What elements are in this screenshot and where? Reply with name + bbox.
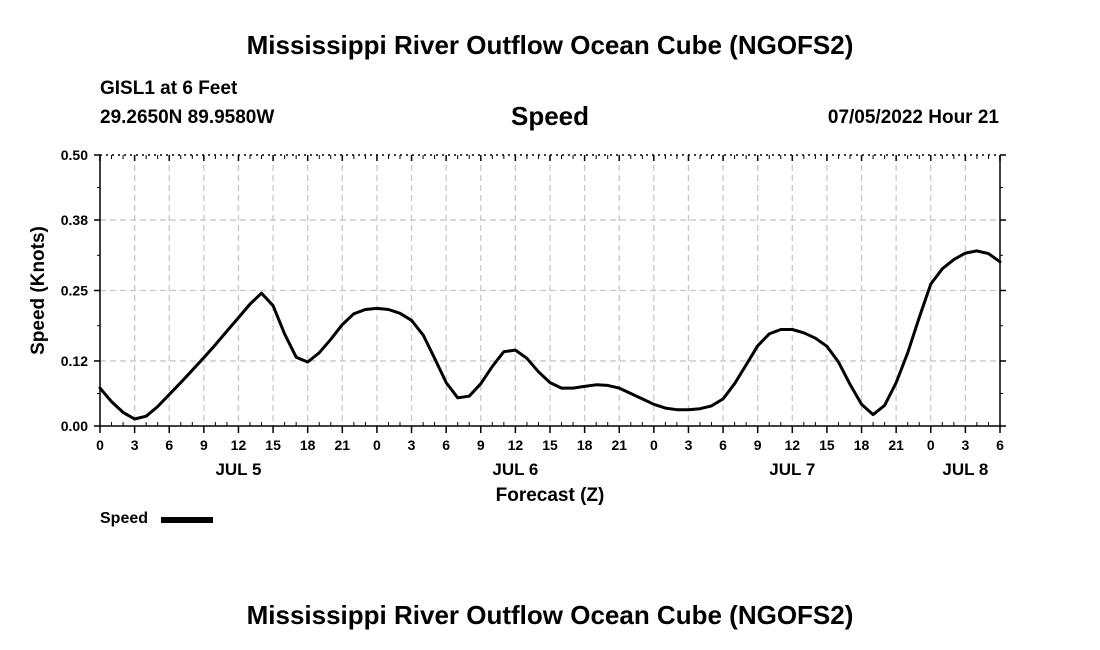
legend-swatch <box>161 517 213 523</box>
x-tick-label: 3 <box>961 437 969 453</box>
x-tick-label: 6 <box>442 437 450 453</box>
x-tick-label: 12 <box>231 437 247 453</box>
x-tick-label: 3 <box>408 437 416 453</box>
axes <box>94 154 1006 433</box>
y-tick-label: 0.50 <box>61 147 88 163</box>
x-tick-label: 0 <box>373 437 381 453</box>
x-tick-label: 3 <box>685 437 693 453</box>
series-layer <box>98 249 1002 421</box>
x-tick-label: 18 <box>577 437 593 453</box>
x-axis-title: Forecast (Z) <box>496 485 605 506</box>
y-tick-label: 0.00 <box>61 418 88 434</box>
date-label: JUL 8 <box>942 460 988 479</box>
date-label: JUL 7 <box>769 460 815 479</box>
date-label: JUL 5 <box>215 460 261 479</box>
x-tick-label: 9 <box>754 437 762 453</box>
axis-labels: 0 3 6 9 12 15 18 21 0 3 6 9 12 15 18 21 0 3 6 9 12 15 18 21 0 3 6 0… <box>28 147 1004 506</box>
x-tick-label: 6 <box>996 437 1004 453</box>
x-tick-label: 12 <box>785 437 801 453</box>
legend-label: Speed <box>100 510 149 527</box>
x-tick-label: 15 <box>819 437 835 453</box>
station-label: GISL1 at 6 Feet <box>100 78 238 99</box>
x-tick-label: 0 <box>927 437 935 453</box>
y-tick-label: 0.25 <box>61 283 88 299</box>
grid <box>100 155 1000 426</box>
y-axis-title: Speed (Knots) <box>28 226 49 355</box>
x-tick-label: 15 <box>542 437 558 453</box>
forecast-datetime: 07/05/2022 Hour 21 <box>827 107 999 128</box>
coordinates-label: 29.2650N 89.9580W <box>100 107 275 128</box>
footer-title: Mississippi River Outflow Ocean Cube (NG… <box>246 600 854 630</box>
x-tick-label: 12 <box>508 437 524 453</box>
x-tick-label: 18 <box>854 437 870 453</box>
x-tick-label: 21 <box>611 437 627 453</box>
x-tick-label: 6 <box>165 437 173 453</box>
date-label: JUL 6 <box>492 460 538 479</box>
speed-series-line <box>98 249 1002 421</box>
x-tick-label: 21 <box>888 437 904 453</box>
x-tick-label: 0 <box>650 437 658 453</box>
x-tick-label: 3 <box>131 437 139 453</box>
x-tick-label: 9 <box>200 437 208 453</box>
x-tick-label: 6 <box>719 437 727 453</box>
variable-title: Speed <box>510 101 590 131</box>
y-tick-label: 0.38 <box>61 212 88 228</box>
x-tick-label: 9 <box>477 437 485 453</box>
x-tick-label: 15 <box>265 437 281 453</box>
x-tick-label: 18 <box>300 437 316 453</box>
chart-title: Mississippi River Outflow Ocean Cube (NG… <box>246 30 854 60</box>
y-tick-label: 0.12 <box>61 353 88 369</box>
x-tick-label: 21 <box>335 437 351 453</box>
x-tick-label: 0 <box>96 437 104 453</box>
